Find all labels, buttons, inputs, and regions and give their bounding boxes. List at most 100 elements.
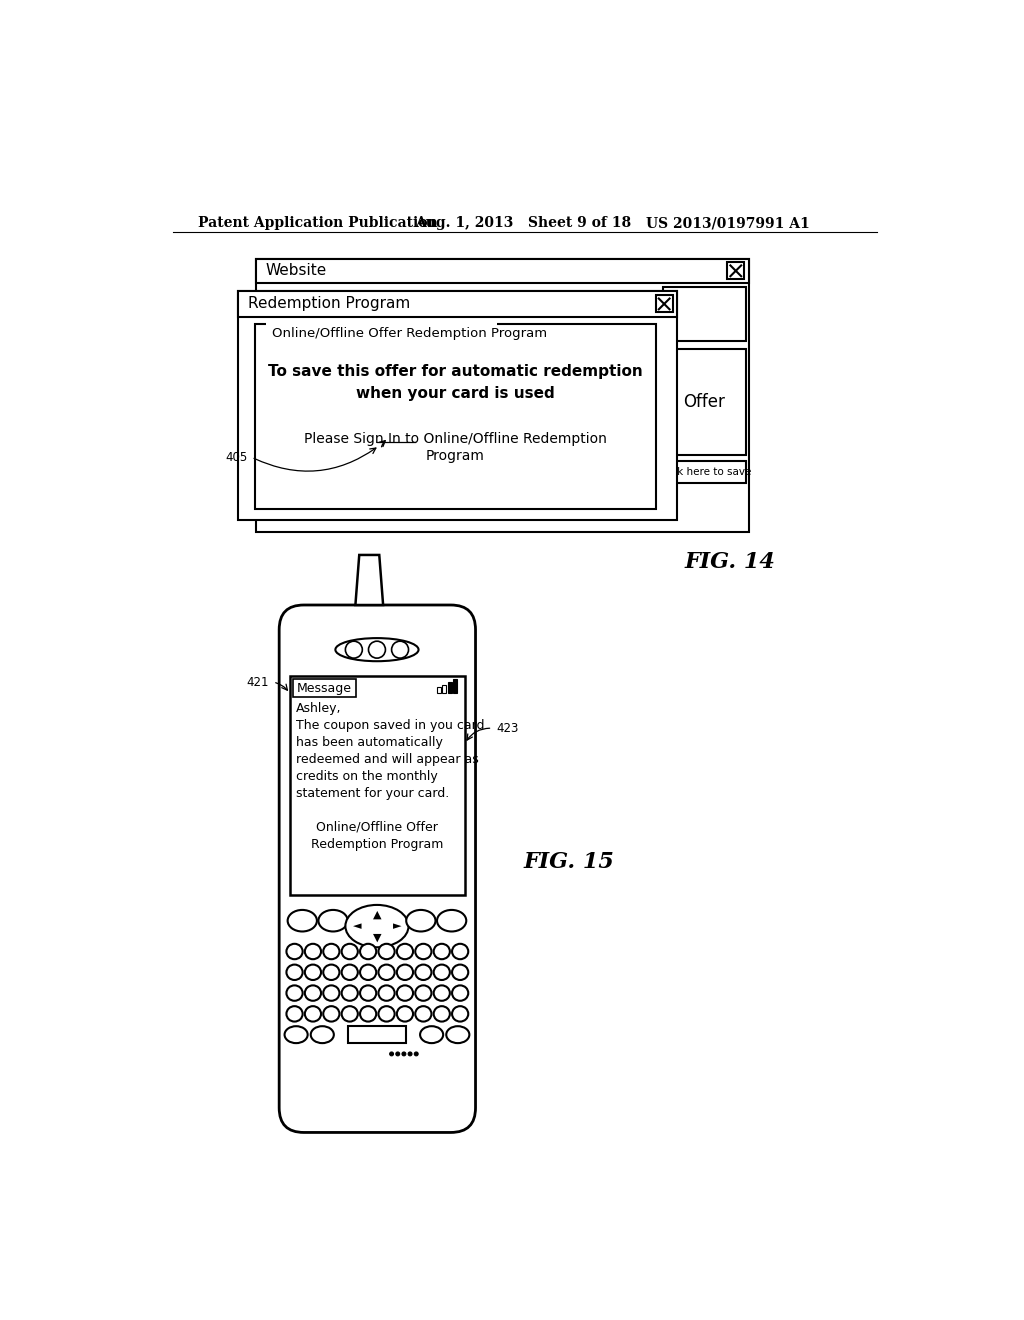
Ellipse shape xyxy=(285,1026,307,1043)
Ellipse shape xyxy=(310,1026,334,1043)
Text: credits on the monthly: credits on the monthly xyxy=(296,770,438,783)
Ellipse shape xyxy=(452,1006,468,1022)
Text: Click here to save: Click here to save xyxy=(657,467,751,477)
Ellipse shape xyxy=(446,1026,469,1043)
Ellipse shape xyxy=(379,944,394,960)
Ellipse shape xyxy=(324,985,339,1001)
Text: Offer: Offer xyxy=(683,393,725,411)
Text: Patent Application Publication: Patent Application Publication xyxy=(199,216,438,230)
Ellipse shape xyxy=(360,1006,376,1022)
Ellipse shape xyxy=(305,965,322,979)
Bar xyxy=(663,348,745,455)
Ellipse shape xyxy=(402,1052,406,1056)
Text: 423: 423 xyxy=(497,722,519,735)
Text: Ashley,: Ashley, xyxy=(296,702,342,715)
Ellipse shape xyxy=(437,909,466,932)
Ellipse shape xyxy=(318,909,348,932)
Ellipse shape xyxy=(324,1006,339,1022)
Text: ►: ► xyxy=(393,921,401,931)
Bar xyxy=(239,290,677,520)
Text: Message: Message xyxy=(297,681,352,694)
Ellipse shape xyxy=(324,944,339,960)
Bar xyxy=(290,676,465,895)
Text: when your card is used: when your card is used xyxy=(356,385,555,400)
Ellipse shape xyxy=(397,965,413,979)
Text: Redemption Program: Redemption Program xyxy=(311,838,443,850)
Ellipse shape xyxy=(336,638,419,661)
Text: Online/Offline Offer: Online/Offline Offer xyxy=(316,821,438,834)
Ellipse shape xyxy=(369,642,385,659)
Ellipse shape xyxy=(379,965,394,979)
Ellipse shape xyxy=(360,985,376,1001)
Text: US 2013/0197991 A1: US 2013/0197991 A1 xyxy=(646,216,810,230)
Ellipse shape xyxy=(360,965,376,979)
Text: Redemption Program: Redemption Program xyxy=(248,296,410,312)
Ellipse shape xyxy=(305,1006,322,1022)
Ellipse shape xyxy=(416,965,431,979)
Ellipse shape xyxy=(287,944,303,960)
Ellipse shape xyxy=(416,1006,431,1022)
Ellipse shape xyxy=(342,965,357,979)
Text: ▲: ▲ xyxy=(373,909,381,920)
Text: Online/Offline Offer Redemption Program: Online/Offline Offer Redemption Program xyxy=(272,327,548,341)
Ellipse shape xyxy=(390,1052,393,1056)
Ellipse shape xyxy=(416,944,431,960)
Ellipse shape xyxy=(391,642,409,659)
Ellipse shape xyxy=(433,944,450,960)
Bar xyxy=(266,321,497,335)
Ellipse shape xyxy=(433,965,450,979)
Text: The coupon saved in you card: The coupon saved in you card xyxy=(296,719,484,733)
Ellipse shape xyxy=(396,1052,399,1056)
Bar xyxy=(239,290,677,317)
Bar xyxy=(437,688,441,693)
Ellipse shape xyxy=(407,909,435,932)
Text: FIG. 15: FIG. 15 xyxy=(523,851,614,874)
Bar xyxy=(663,461,745,483)
Text: Aug. 1, 2013   Sheet 9 of 18: Aug. 1, 2013 Sheet 9 of 18 xyxy=(416,216,632,230)
Text: Please Sign In to Online/Offline Redemption: Please Sign In to Online/Offline Redempt… xyxy=(304,432,607,446)
Text: Website: Website xyxy=(265,263,327,279)
Bar xyxy=(447,682,452,693)
Bar xyxy=(256,259,749,532)
Ellipse shape xyxy=(397,944,413,960)
Ellipse shape xyxy=(379,1006,394,1022)
Bar xyxy=(442,685,446,693)
Ellipse shape xyxy=(342,944,357,960)
Ellipse shape xyxy=(415,1052,418,1056)
Bar xyxy=(255,323,655,508)
Ellipse shape xyxy=(305,944,322,960)
Ellipse shape xyxy=(342,985,357,1001)
Ellipse shape xyxy=(397,985,413,1001)
Ellipse shape xyxy=(288,909,316,932)
Text: has been automatically: has been automatically xyxy=(296,737,443,748)
Ellipse shape xyxy=(433,985,450,1001)
FancyBboxPatch shape xyxy=(280,605,475,1133)
Text: 405: 405 xyxy=(225,450,248,463)
Text: redeemed and will appear as: redeemed and will appear as xyxy=(296,752,479,766)
Ellipse shape xyxy=(287,1006,303,1022)
Bar xyxy=(348,1026,407,1043)
Ellipse shape xyxy=(397,1006,413,1022)
Bar xyxy=(727,263,744,280)
Bar xyxy=(663,286,745,341)
Ellipse shape xyxy=(287,985,303,1001)
Ellipse shape xyxy=(360,944,376,960)
Text: To save this offer for automatic redemption: To save this offer for automatic redempt… xyxy=(268,364,643,379)
Ellipse shape xyxy=(452,985,468,1001)
Ellipse shape xyxy=(433,1006,450,1022)
Ellipse shape xyxy=(409,1052,412,1056)
Text: 421: 421 xyxy=(247,676,269,689)
Text: statement for your card.: statement for your card. xyxy=(296,787,450,800)
Bar xyxy=(256,259,749,284)
Bar xyxy=(293,678,356,697)
Ellipse shape xyxy=(452,965,468,979)
Ellipse shape xyxy=(305,985,322,1001)
Bar xyxy=(454,678,457,693)
Ellipse shape xyxy=(345,906,409,948)
Text: ▼: ▼ xyxy=(373,933,381,942)
Ellipse shape xyxy=(342,1006,357,1022)
Ellipse shape xyxy=(379,985,394,1001)
Text: ◄: ◄ xyxy=(352,921,361,931)
Ellipse shape xyxy=(345,642,362,659)
Ellipse shape xyxy=(324,965,339,979)
